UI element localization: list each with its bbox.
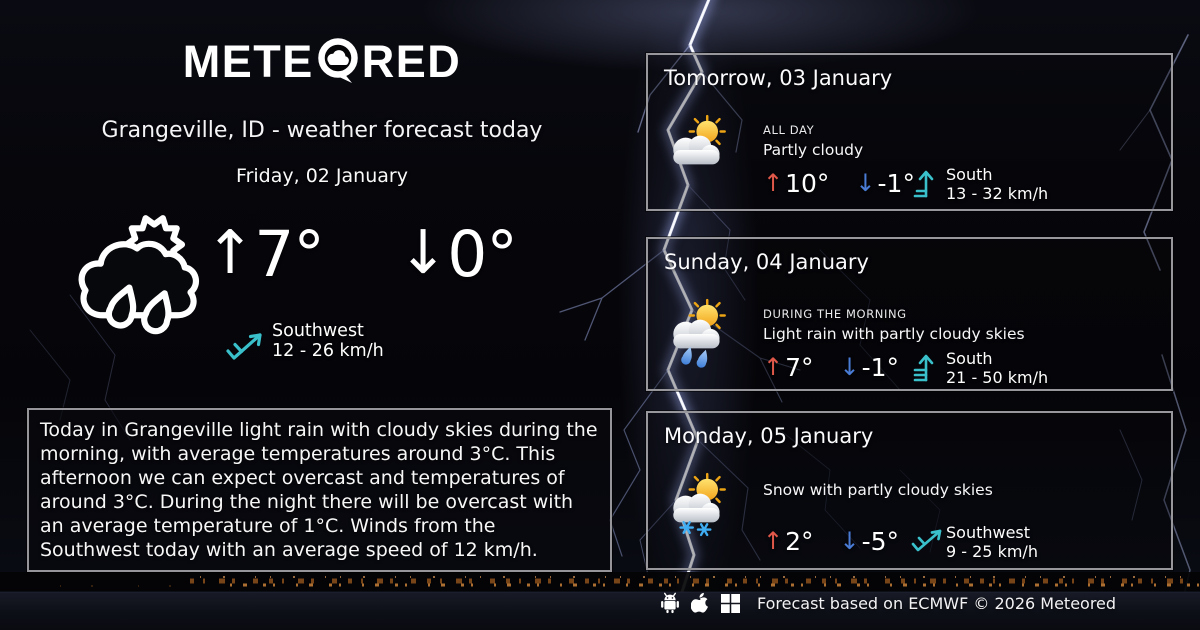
windows-icon[interactable] xyxy=(721,593,740,613)
footer-attribution: Forecast based on ECMWF © 2026 Meteored xyxy=(757,593,1117,613)
logo-cloud-bubble-icon xyxy=(316,37,360,91)
wind-speed: 21 - 50 km/h xyxy=(946,368,1049,387)
card-condition: Light rain with partly cloudy skies xyxy=(763,325,1025,343)
forecast-card-monday[interactable]: Monday, 05 January xyxy=(646,411,1173,570)
low-temp-arrow-icon: ↓ xyxy=(855,169,876,197)
logo-text-left: METE xyxy=(182,35,314,87)
high-temp-value: 7° xyxy=(254,218,325,291)
card-period-label: DURING THE MORNING xyxy=(763,307,907,321)
wind-direction: South xyxy=(946,349,993,368)
wind-from-southwest-icon xyxy=(224,327,268,369)
card-title: Sunday, 04 January xyxy=(664,250,869,274)
forecast-summary-box: Today in Grangeville light rain with clo… xyxy=(27,408,612,572)
meteored-logo[interactable]: METE RED xyxy=(0,34,644,88)
low-temp-arrow-icon: ↓ xyxy=(398,218,448,288)
card-period-label: ALL DAY xyxy=(763,123,815,137)
card-condition: Partly cloudy xyxy=(763,141,864,159)
low-temp-arrow-icon: ↓ xyxy=(839,527,860,555)
high-temp-arrow-icon: ↑ xyxy=(205,218,255,288)
wind-info: South 13 - 32 km/h xyxy=(946,165,1048,203)
high-temp-arrow-icon: ↑ xyxy=(763,353,784,381)
sun-cloud-snow-icon xyxy=(666,471,732,549)
card-temperatures: ↑ 2° ↓ -5° xyxy=(763,527,899,556)
forecast-card-tomorrow[interactable]: Tomorrow, 03 January xyxy=(646,53,1173,211)
wind-from-southwest-icon xyxy=(910,525,946,559)
wind-speed: 12 - 26 km/h xyxy=(272,341,384,361)
wind-speed: 9 - 25 km/h xyxy=(946,542,1038,561)
wind-direction: Southwest xyxy=(946,523,1031,542)
page-date: Friday, 02 January xyxy=(236,165,408,187)
high-temp-arrow-icon: ↑ xyxy=(763,169,784,197)
card-title: Tomorrow, 03 January xyxy=(664,66,893,90)
low-temp-arrow-icon: ↓ xyxy=(839,353,860,381)
logo-text-right: RED xyxy=(361,35,462,87)
today-high-temperature: ↑ 7° xyxy=(205,218,325,291)
wind-info: Southwest 9 - 25 km/h xyxy=(946,523,1038,561)
wind-from-south-strong-icon xyxy=(910,351,936,387)
high-temp-value: 10° xyxy=(785,169,830,198)
sun-cloud-icon xyxy=(666,113,732,191)
footer: Forecast based on ECMWF © 2026 Meteored xyxy=(660,592,1116,614)
low-temp-value: 0° xyxy=(447,218,518,291)
page-title: Grangeville, ID - weather forecast today xyxy=(101,118,543,143)
low-temp-value: -5° xyxy=(861,527,900,556)
card-temperatures: ↑ 10° ↓ -1° xyxy=(763,169,915,198)
forecast-card-sunday[interactable]: Sunday, 04 January xyxy=(646,237,1173,391)
low-temp-value: -1° xyxy=(877,169,915,198)
card-condition: Snow with partly cloudy skies xyxy=(763,481,993,499)
low-temp-value: -1° xyxy=(861,353,900,382)
wind-info: South 21 - 50 km/h xyxy=(946,349,1048,387)
card-title: Monday, 05 January xyxy=(664,424,874,448)
apple-icon[interactable] xyxy=(691,592,710,614)
high-temp-arrow-icon: ↑ xyxy=(763,527,784,555)
high-temp-value: 2° xyxy=(785,527,814,556)
card-temperatures: ↑ 7° ↓ -1° xyxy=(763,353,899,382)
wind-direction: Southwest xyxy=(272,321,364,341)
today-low-temperature: ↓ 0° xyxy=(398,218,518,291)
high-temp-value: 7° xyxy=(785,353,814,382)
wind-speed: 13 - 32 km/h xyxy=(946,184,1049,203)
rain-cloud-sun-icon xyxy=(74,214,202,346)
wind-from-south-icon xyxy=(910,167,936,203)
sun-cloud-rain-icon xyxy=(666,297,732,375)
android-icon[interactable] xyxy=(660,592,680,614)
today-wind-info: Southwest 12 - 26 km/h xyxy=(272,321,384,361)
wind-direction: South xyxy=(946,165,993,184)
